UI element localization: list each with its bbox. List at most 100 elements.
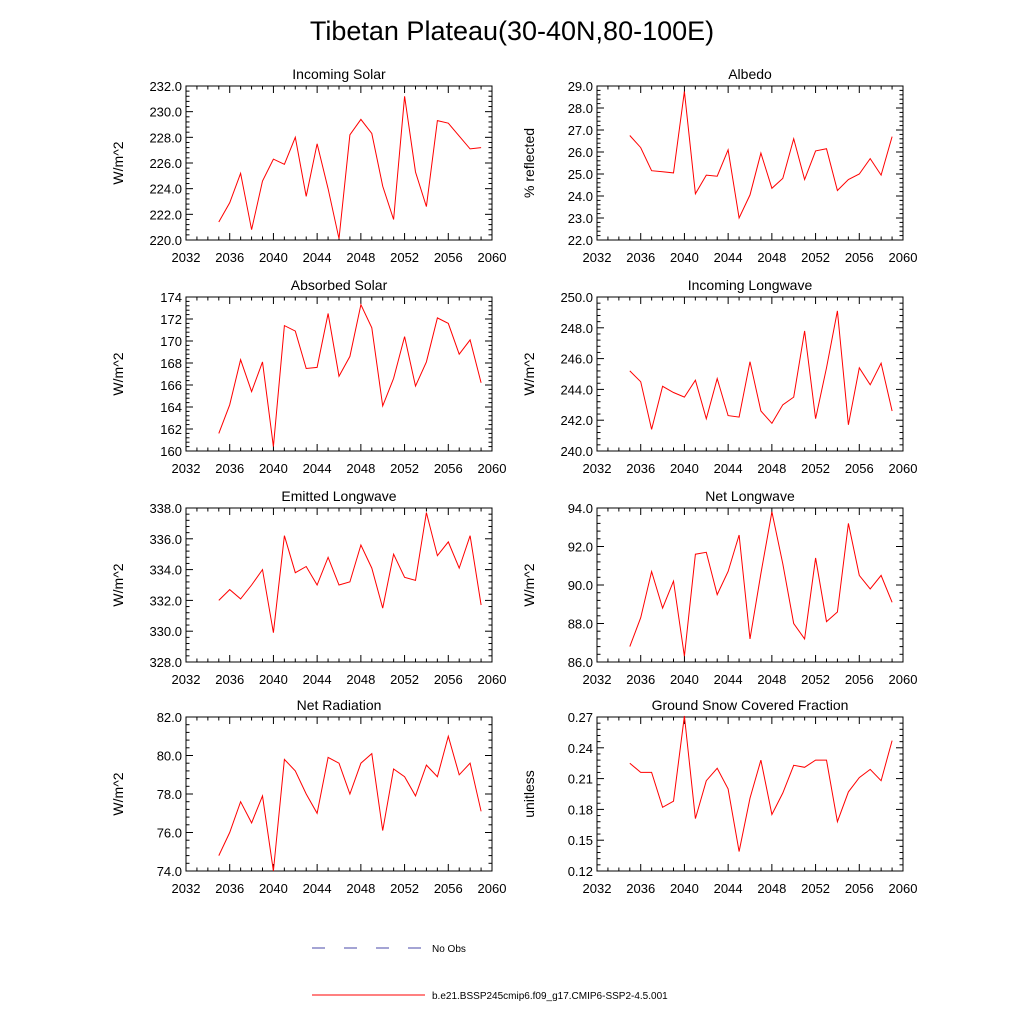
x-tick-label: 2040 <box>670 881 699 896</box>
y-tick-label: 94.0 <box>568 501 593 516</box>
x-tick-label: 2048 <box>346 881 375 896</box>
x-tick-label: 2044 <box>303 881 332 896</box>
x-tick-label: 2040 <box>670 250 699 265</box>
y-tick-label: 0.12 <box>568 864 593 879</box>
panel-title: Albedo <box>728 66 772 82</box>
x-tick-label: 2056 <box>434 672 463 687</box>
x-tick-label: 2040 <box>259 672 288 687</box>
x-tick-label: 2044 <box>303 672 332 687</box>
x-tick-label: 2032 <box>583 672 612 687</box>
x-tick-label: 2044 <box>714 672 743 687</box>
legend-label-no-obs: No Obs <box>432 944 466 955</box>
x-tick-label: 2036 <box>626 461 655 476</box>
y-tick-label: 328.0 <box>149 655 182 670</box>
x-tick-label: 2048 <box>346 672 375 687</box>
x-tick-label: 2032 <box>172 461 201 476</box>
y-tick-label: 82.0 <box>157 710 182 725</box>
y-axis-label: W/m^2 <box>521 563 537 606</box>
x-tick-label: 2036 <box>626 881 655 896</box>
y-tick-label: 228.0 <box>149 130 182 145</box>
y-tick-label: 168 <box>160 356 182 371</box>
legend-entry-no-obs: No Obs <box>312 944 466 955</box>
panel-ground-snow-covered-fraction: Ground Snow Covered Fraction unitless 2032… <box>521 697 917 896</box>
y-tick-label: 80.0 <box>157 749 182 764</box>
y-tick-label: 220.0 <box>149 233 182 248</box>
y-tick-label: 0.15 <box>568 833 593 848</box>
x-tick-label: 2056 <box>845 672 874 687</box>
panel-title: Emitted Longwave <box>281 488 396 504</box>
panel-net-radiation: Net Radiation W/m^2 2032 2036 2040 2044 2048 20… <box>110 697 506 896</box>
x-tick-label: 2060 <box>478 672 507 687</box>
x-tick-label: 2040 <box>670 672 699 687</box>
x-tick-label: 2052 <box>801 461 830 476</box>
x-tick-label: 2036 <box>626 672 655 687</box>
y-tick-label: 0.24 <box>568 741 593 756</box>
y-axis-label: % reflected <box>521 128 537 198</box>
y-tick-label: 160 <box>160 444 182 459</box>
panel-title: Ground Snow Covered Fraction <box>652 697 849 713</box>
figure-title: Tibetan Plateau(30-40N,80-100E) <box>310 16 714 46</box>
x-tick-label: 2056 <box>845 881 874 896</box>
y-tick-label: 27.0 <box>568 123 593 138</box>
x-tick-label: 2032 <box>583 250 612 265</box>
x-tick-label: 2048 <box>757 461 786 476</box>
y-tick-label: 92.0 <box>568 540 593 555</box>
panel-title: Net Longwave <box>705 488 795 504</box>
legend-entry-model-run: b.e21.BSSP245cmip6.f09_g17.CMIP6-SSP2-4.… <box>312 991 668 1002</box>
x-tick-label: 2056 <box>845 461 874 476</box>
y-tick-label: 0.18 <box>568 802 593 817</box>
legend-label-model-run: b.e21.BSSP245cmip6.f09_g17.CMIP6-SSP2-4.… <box>432 991 668 1002</box>
panel-albedo: Albedo % reflected 2032 2036 2040 2044 2048 205… <box>521 66 917 265</box>
x-tick-label: 2052 <box>801 881 830 896</box>
series-line-net-radiation <box>218 734 482 872</box>
y-tick-label: 330.0 <box>149 624 182 639</box>
x-tick-label: 2036 <box>215 250 244 265</box>
x-tick-label: 2036 <box>215 461 244 476</box>
y-tick-label: 336.0 <box>149 532 182 547</box>
panel-incoming-longwave: Incoming Longwave W/m^2 2032 2036 2040 2044 20… <box>521 277 917 476</box>
x-tick-label: 2032 <box>172 672 201 687</box>
y-tick-label: 246.0 <box>560 352 593 367</box>
y-tick-label: 78.0 <box>157 787 182 802</box>
y-tick-label: 0.21 <box>568 772 593 787</box>
y-tick-label: 22.0 <box>568 233 593 248</box>
x-tick-label: 2056 <box>434 250 463 265</box>
y-tick-label: 222.0 <box>149 207 182 222</box>
x-tick-label: 2052 <box>801 672 830 687</box>
y-tick-label: 224.0 <box>149 182 182 197</box>
legend: No Obs b.e21.BSSP245cmip6.f09_g17.CMIP6-… <box>312 944 668 1002</box>
x-tick-label: 2044 <box>303 461 332 476</box>
panels: Incoming Solar W/m^2 2032 2036 2040 2044 2048 2… <box>110 66 917 896</box>
x-tick-label: 2036 <box>215 672 244 687</box>
y-tick-label: 23.0 <box>568 211 593 226</box>
y-tick-label: 232.0 <box>149 79 182 94</box>
y-axis-label: W/m^2 <box>110 141 126 184</box>
x-tick-label: 2044 <box>714 881 743 896</box>
x-tick-label: 2036 <box>626 250 655 265</box>
y-tick-label: 166 <box>160 378 182 393</box>
x-tick-label: 2056 <box>434 461 463 476</box>
x-tick-label: 2040 <box>259 461 288 476</box>
series-line-incoming-longwave <box>629 310 893 430</box>
y-tick-label: 0.27 <box>568 710 593 725</box>
y-tick-label: 162 <box>160 422 182 437</box>
panel-absorbed-solar: Absorbed Solar W/m^2 2032 2036 2040 2044 2048 2… <box>110 277 506 476</box>
y-tick-label: 338.0 <box>149 501 182 516</box>
x-tick-label: 2060 <box>889 672 918 687</box>
x-tick-label: 2032 <box>172 250 201 265</box>
y-axis-label: W/m^2 <box>521 352 537 395</box>
y-tick-label: 74.0 <box>157 864 182 879</box>
x-tick-label: 2052 <box>801 250 830 265</box>
x-tick-label: 2040 <box>670 461 699 476</box>
x-tick-label: 2056 <box>434 881 463 896</box>
x-tick-label: 2048 <box>757 672 786 687</box>
panel-title: Net Radiation <box>297 697 382 713</box>
series-line-incoming-solar <box>218 96 482 239</box>
x-tick-label: 2032 <box>583 881 612 896</box>
x-tick-label: 2060 <box>478 461 507 476</box>
x-tick-label: 2040 <box>259 250 288 265</box>
series-line-net-longwave <box>629 511 893 657</box>
y-axis-label: W/m^2 <box>110 352 126 395</box>
